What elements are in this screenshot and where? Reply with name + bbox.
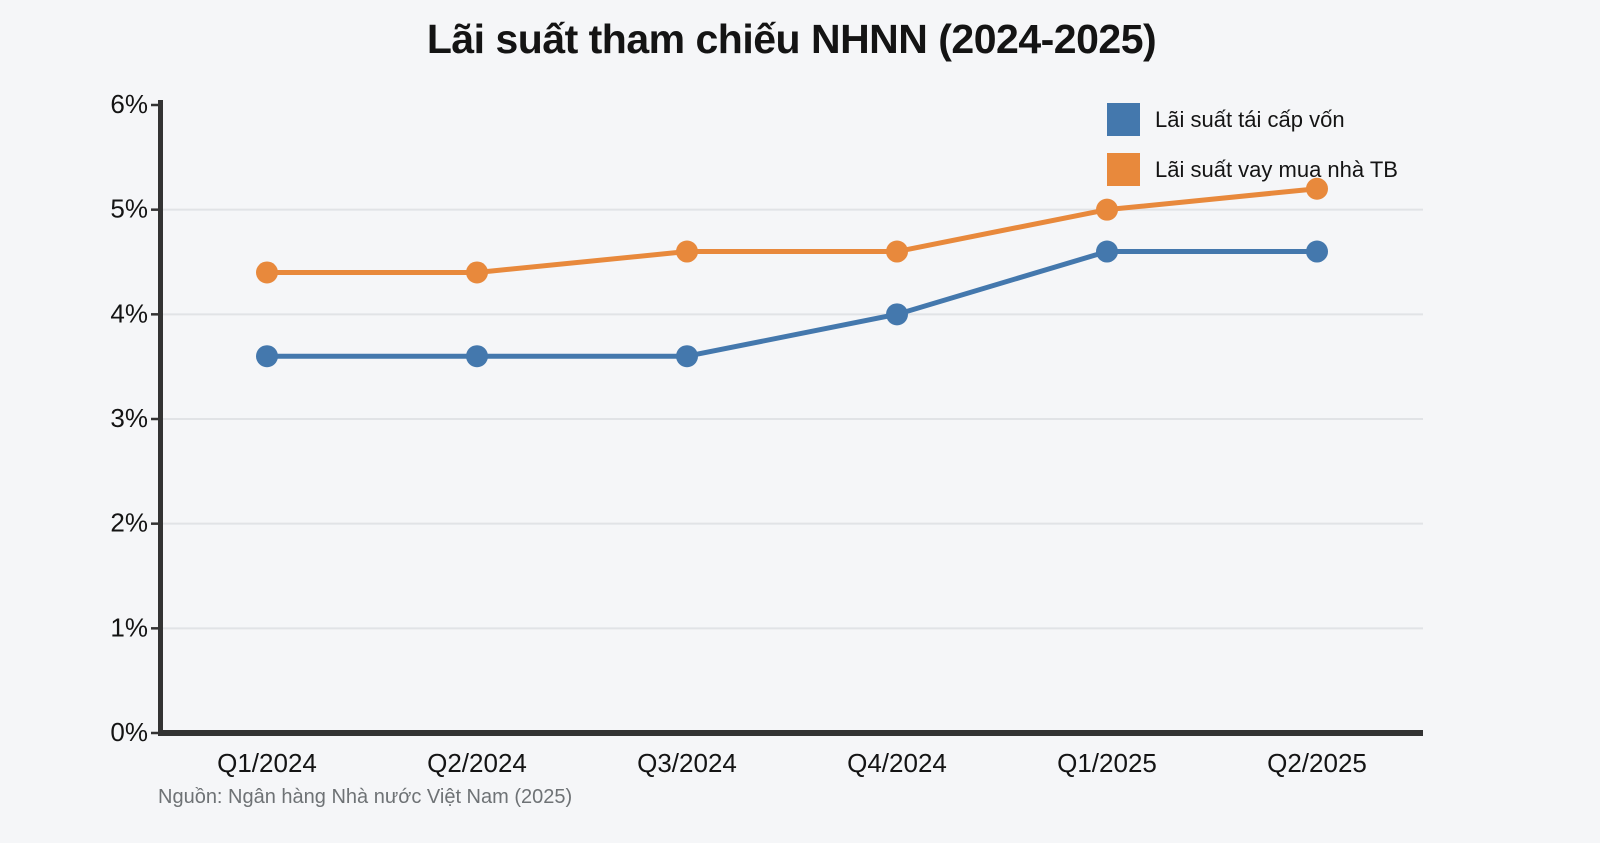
data-point-s1-5 [1306,177,1328,200]
legend-label-refinance-rate: Lãi suất tái cấp vốn [1155,106,1345,132]
data-point-s0-1 [466,345,488,368]
data-point-s1-2 [676,240,698,263]
legend-item-home-loan-rate: Lãi suất vay mua nhà TB [1107,153,1398,186]
series-1 [256,177,1328,284]
series-layer [256,177,1328,368]
y-tick-label-0: 0% [110,717,148,747]
x-tick-label-q2-2024: Q2/2024 [427,748,527,778]
legend-label-home-loan-rate: Lãi suất vay mua nhà TB [1155,156,1398,182]
y-tick-label-5: 5% [110,194,148,224]
legend-swatch-blue [1107,103,1140,136]
y-tick-label-2: 2% [110,508,148,538]
y-tick-labels: 0% 1% 2% 3% 4% 5% 6% [110,89,148,747]
data-point-s1-0 [256,261,278,284]
legend-item-refinance-rate: Lãi suất tái cấp vốn [1107,103,1398,136]
x-tick-label-q1-2024: Q1/2024 [217,748,317,778]
y-tick-label-4: 4% [110,298,148,328]
data-point-s1-3 [886,240,908,263]
data-point-s0-4 [1096,240,1118,263]
legend-swatch-orange [1107,153,1140,186]
x-tick-label-q3-2024: Q3/2024 [637,748,737,778]
y-tick-label-1: 1% [110,612,148,642]
data-point-s0-0 [256,345,278,368]
y-tick-label-3: 3% [110,403,148,433]
series-0 [256,240,1328,368]
y-tick-label-6: 6% [110,89,148,119]
data-point-s0-5 [1306,240,1328,263]
series-line-0 [264,249,1320,359]
legend: Lãi suất tái cấp vốn Lãi suất vay mua nh… [1107,103,1398,203]
series-line-1 [264,186,1320,275]
data-point-s1-4 [1096,198,1118,221]
gridlines [163,208,1423,630]
chart-title: Lãi suất tham chiếu NHNN (2024-2025) [426,16,1157,62]
data-point-s0-2 [676,345,698,368]
data-point-s0-3 [886,303,908,326]
data-point-s1-1 [466,261,488,284]
x-tick-label-q2-2025: Q2/2025 [1267,748,1367,778]
x-tick-label-q4-2024: Q4/2024 [847,748,947,778]
x-tick-labels: Q1/2024 Q2/2024 Q3/2024 Q4/2024 Q1/2025 … [217,748,1367,778]
source-note: Nguồn: Ngân hàng Nhà nước Việt Nam (2025… [158,786,573,808]
x-tick-label-q1-2025: Q1/2025 [1057,748,1157,778]
y-tick-marks [151,103,158,735]
